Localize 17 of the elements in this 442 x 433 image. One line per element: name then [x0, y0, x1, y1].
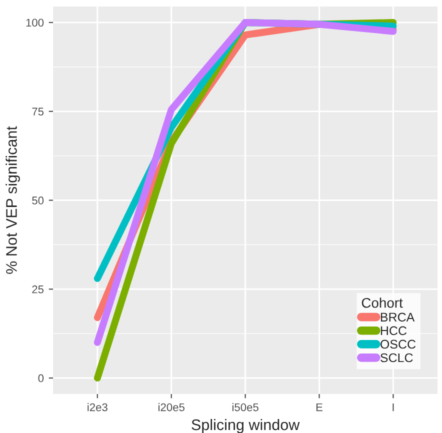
legend-title: Cohort: [362, 298, 403, 308]
x-tick-label: i50e5: [232, 403, 258, 412]
legend-label: OSCC: [380, 340, 416, 349]
y-axis-title: % Not VEP significant: [6, 126, 20, 274]
x-tick-label: E: [316, 403, 322, 412]
x-axis-title: Splicing window: [192, 418, 300, 433]
legend-label: HCC: [380, 326, 407, 336]
y-tick-label: 25: [32, 285, 44, 294]
y-tick-label: 100: [26, 18, 44, 27]
legend-label: BRCA: [380, 312, 415, 322]
y-tick-label: 50: [32, 196, 44, 204]
x-tick-label: i2e3: [88, 403, 108, 412]
y-tick-label: 75: [32, 108, 44, 116]
y-tick-label: 0: [38, 374, 44, 382]
legend-label: SCLC: [380, 353, 413, 362]
x-tick-label: I: [392, 403, 394, 412]
x-tick-label: i20e5: [158, 403, 184, 412]
